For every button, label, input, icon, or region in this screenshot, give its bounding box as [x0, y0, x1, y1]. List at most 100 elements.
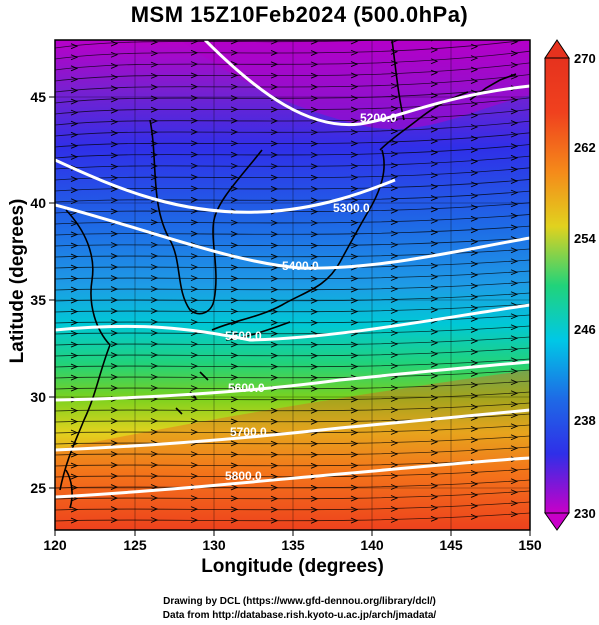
streamline-arrow	[190, 363, 199, 370]
streamline-arrow	[350, 106, 359, 113]
streamline-arrow	[150, 341, 159, 347]
streamline-arrow	[70, 462, 79, 469]
streamline-arrow	[110, 85, 119, 92]
streamline-arrow	[190, 162, 199, 169]
streamline-arrow	[350, 429, 359, 436]
streamline-arrow	[150, 84, 159, 91]
streamline-arrow	[270, 40, 279, 45]
streamline-arrow	[110, 230, 119, 237]
streamline-arrow	[310, 308, 319, 315]
credit-drawing: Drawing by DCL (https://www.gfd-dennou.o…	[163, 596, 436, 607]
colorbar: 270 262 254 246 238 230	[544, 39, 596, 531]
streamline-arrow	[310, 186, 319, 192]
streamline-arrow	[70, 275, 79, 282]
streamline	[55, 501, 530, 511]
streamline-arrow	[470, 503, 479, 509]
contour-label: 5700.0	[230, 425, 267, 439]
streamline-arrow	[470, 426, 479, 432]
streamline-arrow	[310, 374, 319, 381]
streamline-arrow	[350, 495, 359, 502]
streamline-arrow	[350, 197, 359, 204]
streamline-arrow	[310, 319, 319, 326]
streamline-arrow	[190, 208, 199, 215]
streamline-arrow	[510, 201, 519, 208]
lat-lon-gridlines	[55, 40, 530, 530]
streamline-arrow	[430, 405, 439, 412]
streamline-arrow	[390, 319, 399, 325]
streamline-arrow	[510, 368, 519, 375]
streamline-arrow	[350, 385, 359, 392]
streamline-arrow	[310, 152, 319, 158]
streamline-arrow	[150, 462, 159, 468]
streamline-arrow	[310, 275, 319, 282]
x-tick-label: 140	[360, 537, 384, 553]
streamline-arrow	[190, 374, 199, 381]
streamline-arrow	[150, 407, 159, 413]
streamline-arrow	[510, 489, 519, 496]
streamline-arrow	[270, 275, 279, 282]
streamline-arrow	[350, 396, 359, 403]
streamline-arrow	[150, 374, 159, 380]
streamline	[55, 74, 530, 93]
streamline-arrow	[230, 297, 239, 304]
streamline-arrow	[310, 396, 319, 403]
streamline-arrow	[390, 105, 399, 112]
streamline-arrow	[270, 330, 279, 337]
streamline-arrow	[390, 128, 399, 135]
streamline-arrow	[70, 264, 79, 271]
streamline-arrow	[350, 140, 359, 147]
y-axis-label: Latitude (degrees)	[7, 198, 28, 364]
streamline-arrow	[190, 319, 199, 326]
cold-pool	[180, 40, 530, 130]
streamline-arrow	[150, 219, 159, 226]
streamline-arrow	[150, 118, 159, 124]
streamline-arrow	[70, 341, 79, 348]
streamline-arrow	[510, 50, 519, 57]
streamline-arrow	[230, 174, 239, 181]
streamline-arrow	[110, 40, 119, 47]
streamline	[55, 270, 530, 280]
streamline-arrow	[270, 50, 279, 56]
streamline-arrow	[350, 61, 359, 68]
streamline-arrow	[310, 363, 319, 370]
streamline-arrow	[150, 308, 159, 314]
streamline-arrow	[230, 275, 239, 282]
colorbar-tick: 254	[574, 231, 596, 246]
streamline-arrow	[270, 352, 279, 359]
streamline-arrow	[510, 143, 519, 150]
streamline-arrow	[270, 197, 279, 204]
streamline	[55, 155, 530, 170]
streamline-arrow	[430, 438, 439, 445]
streamline-arrow	[310, 253, 319, 260]
streamline	[55, 402, 530, 412]
colorbar-tick: 246	[574, 322, 596, 337]
streamline-arrow	[230, 117, 239, 124]
streamline-arrow	[230, 374, 239, 381]
streamline-arrow	[350, 517, 359, 524]
streamline	[55, 446, 530, 456]
streamline-arrow	[470, 305, 479, 311]
streamline-arrow	[510, 423, 519, 430]
streamline-arrow	[190, 407, 199, 414]
streamline-arrow	[510, 224, 519, 231]
streamline-arrow	[390, 173, 399, 180]
streamline-arrow	[350, 473, 359, 480]
streamline-arrow	[110, 385, 119, 391]
streamline-arrow	[190, 83, 199, 90]
streamline-arrow	[110, 163, 119, 170]
streamline-arrow	[390, 230, 399, 237]
streamline-arrow	[150, 275, 159, 281]
streamline-arrow	[110, 152, 119, 159]
streamline-arrow	[510, 379, 519, 386]
streamline-arrow	[510, 269, 519, 276]
y-tick-label: 25	[30, 480, 46, 496]
x-tick-label: 135	[281, 537, 305, 553]
streamline-arrow	[390, 162, 399, 169]
streamline-arrow	[230, 407, 239, 414]
streamline-arrow	[470, 55, 479, 62]
x-axis: 120 125 130 135 140 145 150	[43, 530, 542, 553]
streamline-arrow	[270, 440, 279, 447]
contour-label: 5300.0	[333, 201, 370, 215]
streamline-arrow	[230, 473, 239, 480]
streamline-arrow	[70, 517, 79, 524]
